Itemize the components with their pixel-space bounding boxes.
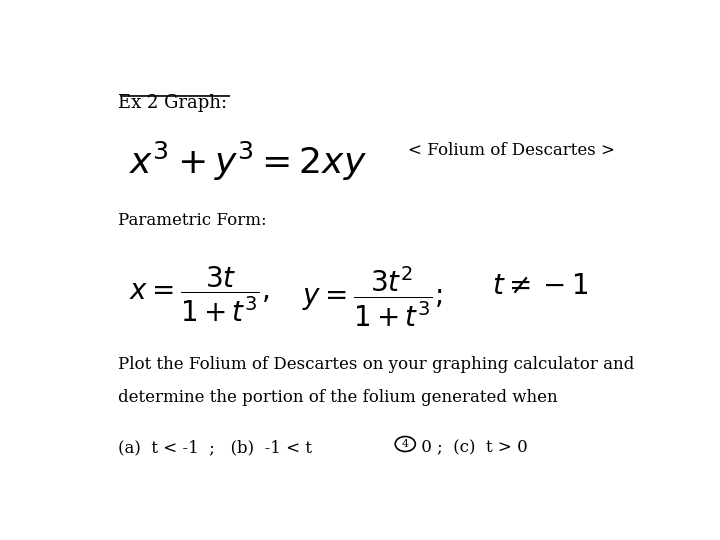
Text: $x^3 + y^3 = 2xy$: $x^3 + y^3 = 2xy$: [129, 140, 367, 183]
Text: $y = \dfrac{3t^2}{1+t^3};$: $y = \dfrac{3t^2}{1+t^3};$: [302, 265, 442, 329]
Text: Ex 2 Graph:: Ex 2 Graph:: [118, 94, 227, 112]
Text: Plot the Folium of Descartes on your graphing calculator and: Plot the Folium of Descartes on your gra…: [118, 356, 634, 373]
Text: $x = \dfrac{3t}{1+t^3},$: $x = \dfrac{3t}{1+t^3},$: [129, 265, 269, 324]
Text: 4: 4: [402, 439, 409, 449]
Text: determine the portion of the folium generated when: determine the portion of the folium gene…: [118, 389, 557, 406]
Text: (a)  t < -1  ;   (b)  -1 < t: (a) t < -1 ; (b) -1 < t: [118, 439, 317, 456]
Text: 0 ;  (c)  t > 0: 0 ; (c) t > 0: [416, 439, 528, 456]
Text: < Folium of Descartes >: < Folium of Descartes >: [408, 141, 615, 159]
Text: $t \neq -1$: $t \neq -1$: [492, 273, 588, 300]
Text: Parametric Form:: Parametric Form:: [118, 212, 266, 230]
